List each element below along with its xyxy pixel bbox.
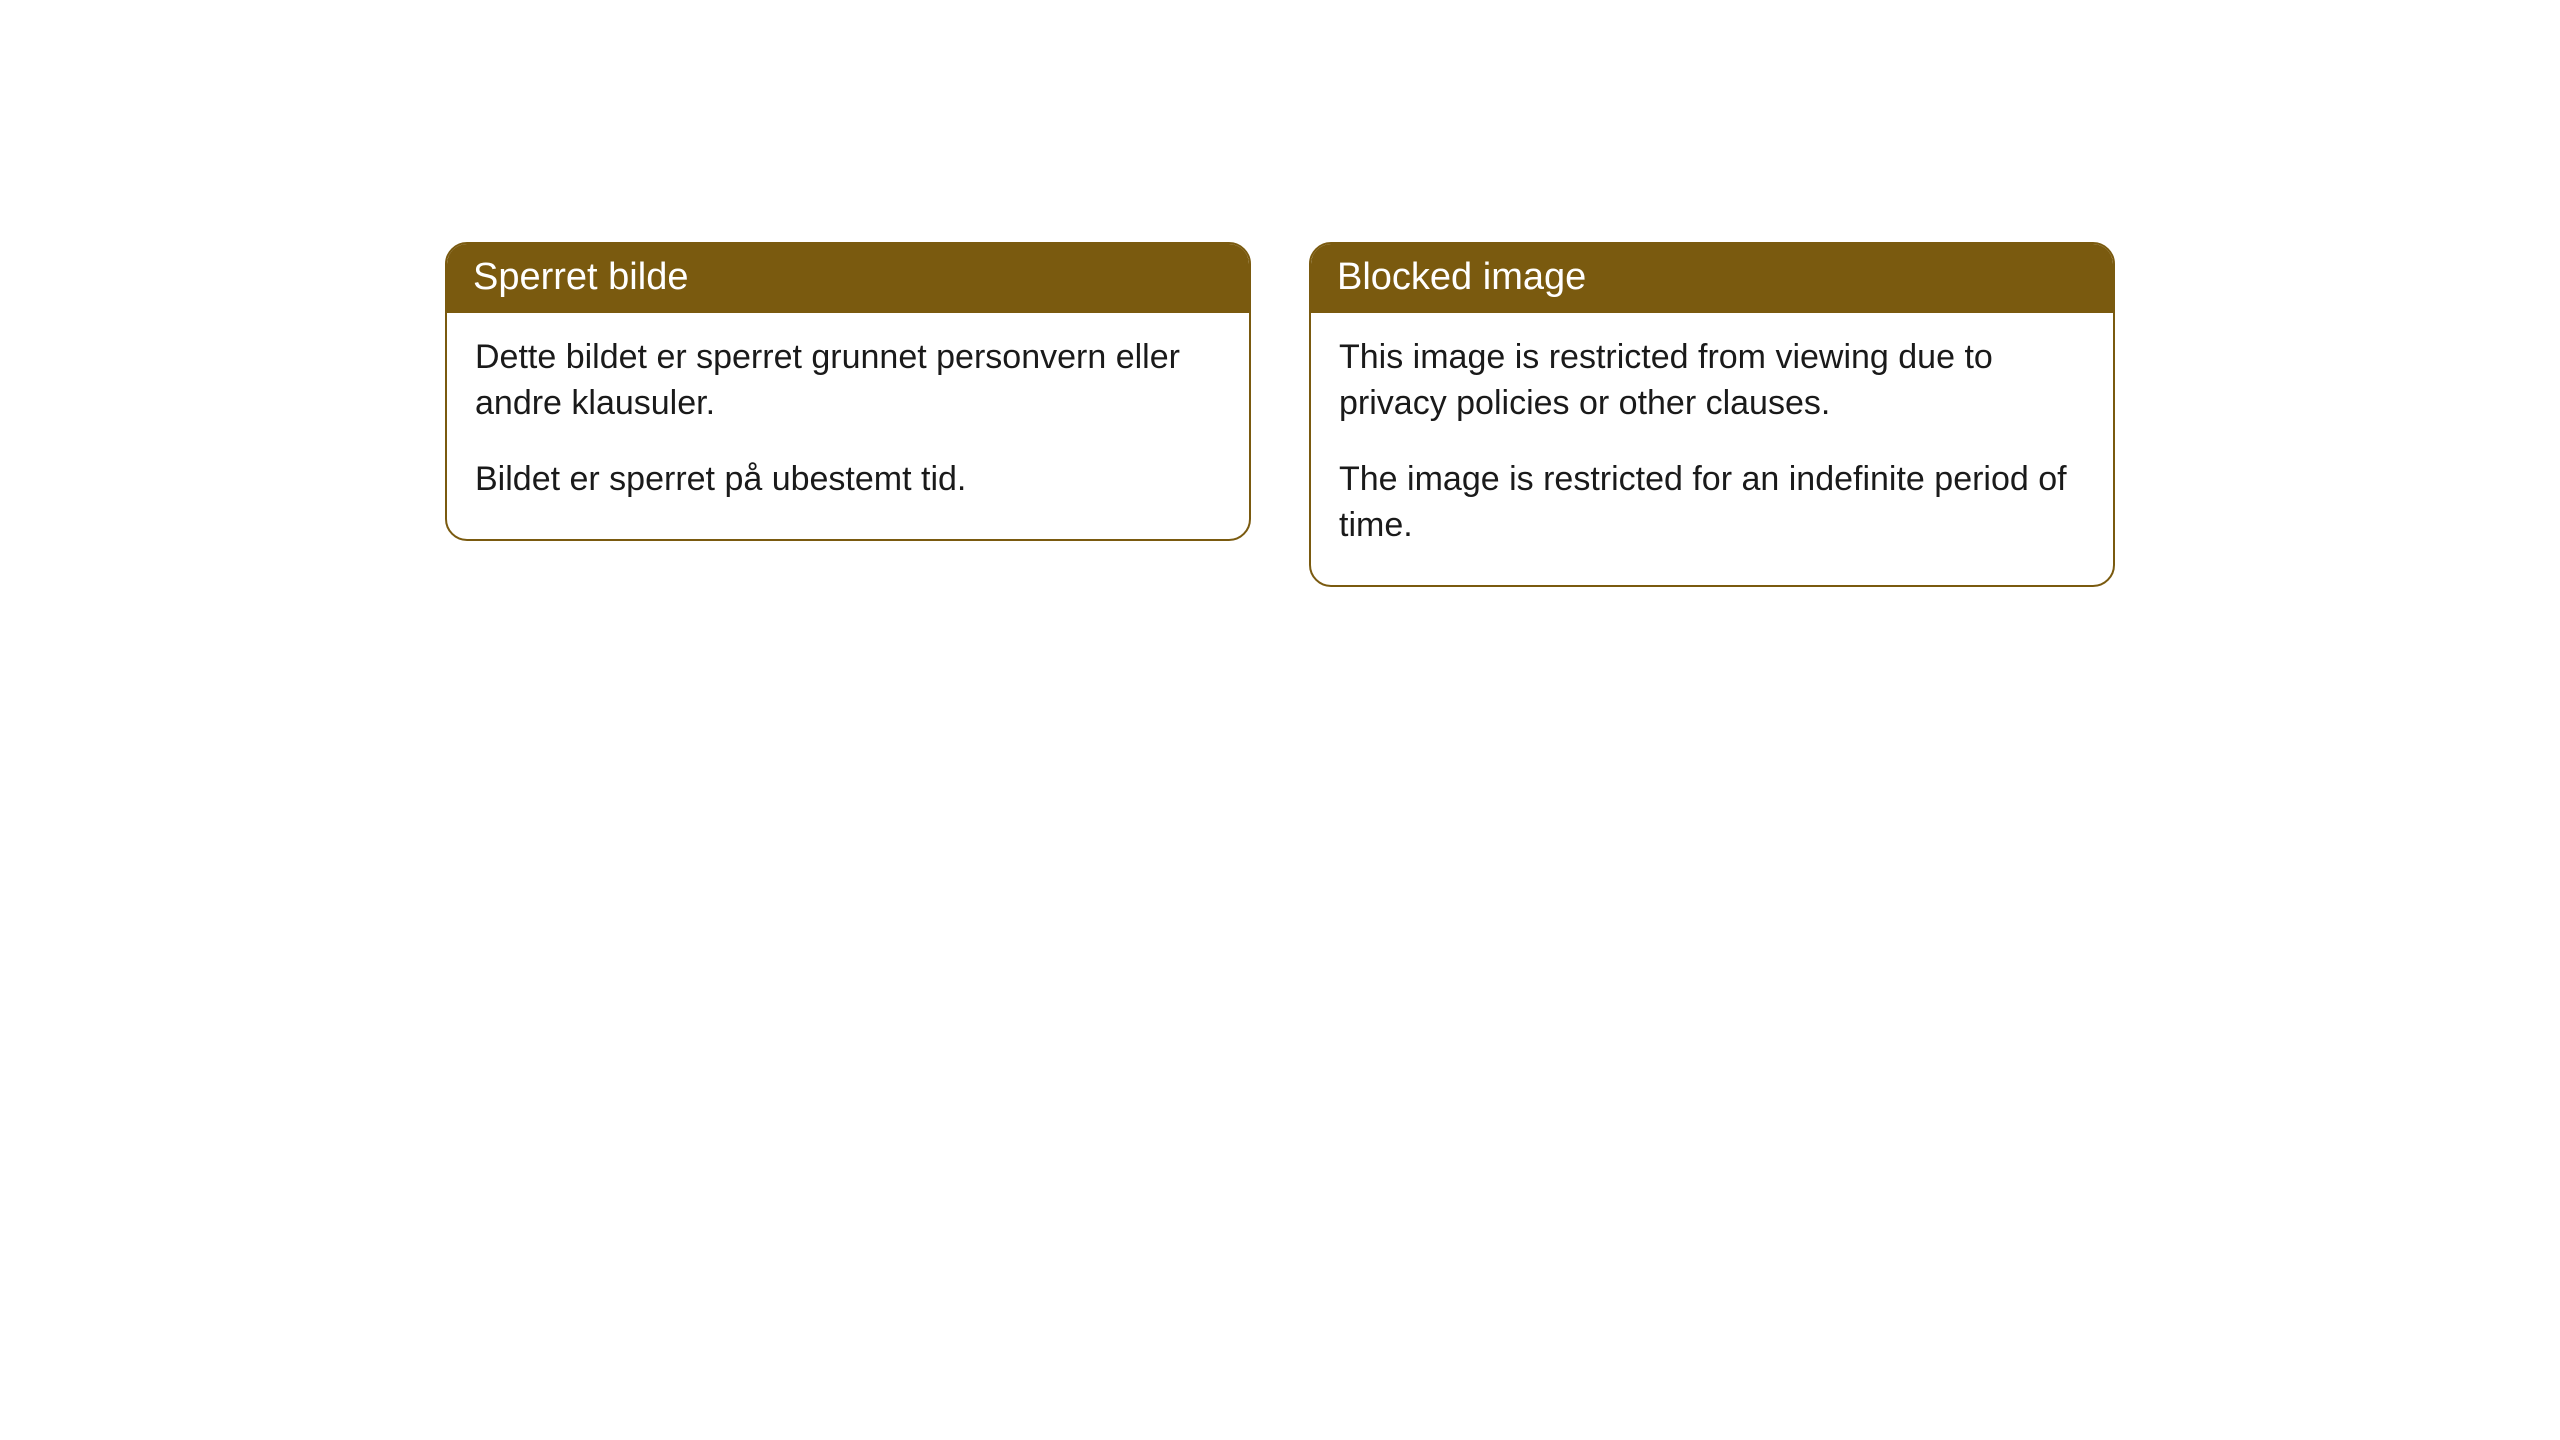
- card-body-norwegian: Dette bildet er sperret grunnet personve…: [447, 313, 1249, 539]
- cards-container: Sperret bilde Dette bildet er sperret gr…: [445, 242, 2115, 1440]
- card-body-english: This image is restricted from viewing du…: [1311, 313, 2113, 585]
- card-header-english: Blocked image: [1311, 244, 2113, 313]
- card-english-paragraph-2: The image is restricted for an indefinit…: [1339, 457, 2085, 549]
- card-english-paragraph-1: This image is restricted from viewing du…: [1339, 335, 2085, 427]
- card-norwegian-paragraph-1: Dette bildet er sperret grunnet personve…: [475, 335, 1221, 427]
- card-header-norwegian: Sperret bilde: [447, 244, 1249, 313]
- card-english: Blocked image This image is restricted f…: [1309, 242, 2115, 587]
- card-norwegian-paragraph-2: Bildet er sperret på ubestemt tid.: [475, 457, 1221, 503]
- card-norwegian: Sperret bilde Dette bildet er sperret gr…: [445, 242, 1251, 541]
